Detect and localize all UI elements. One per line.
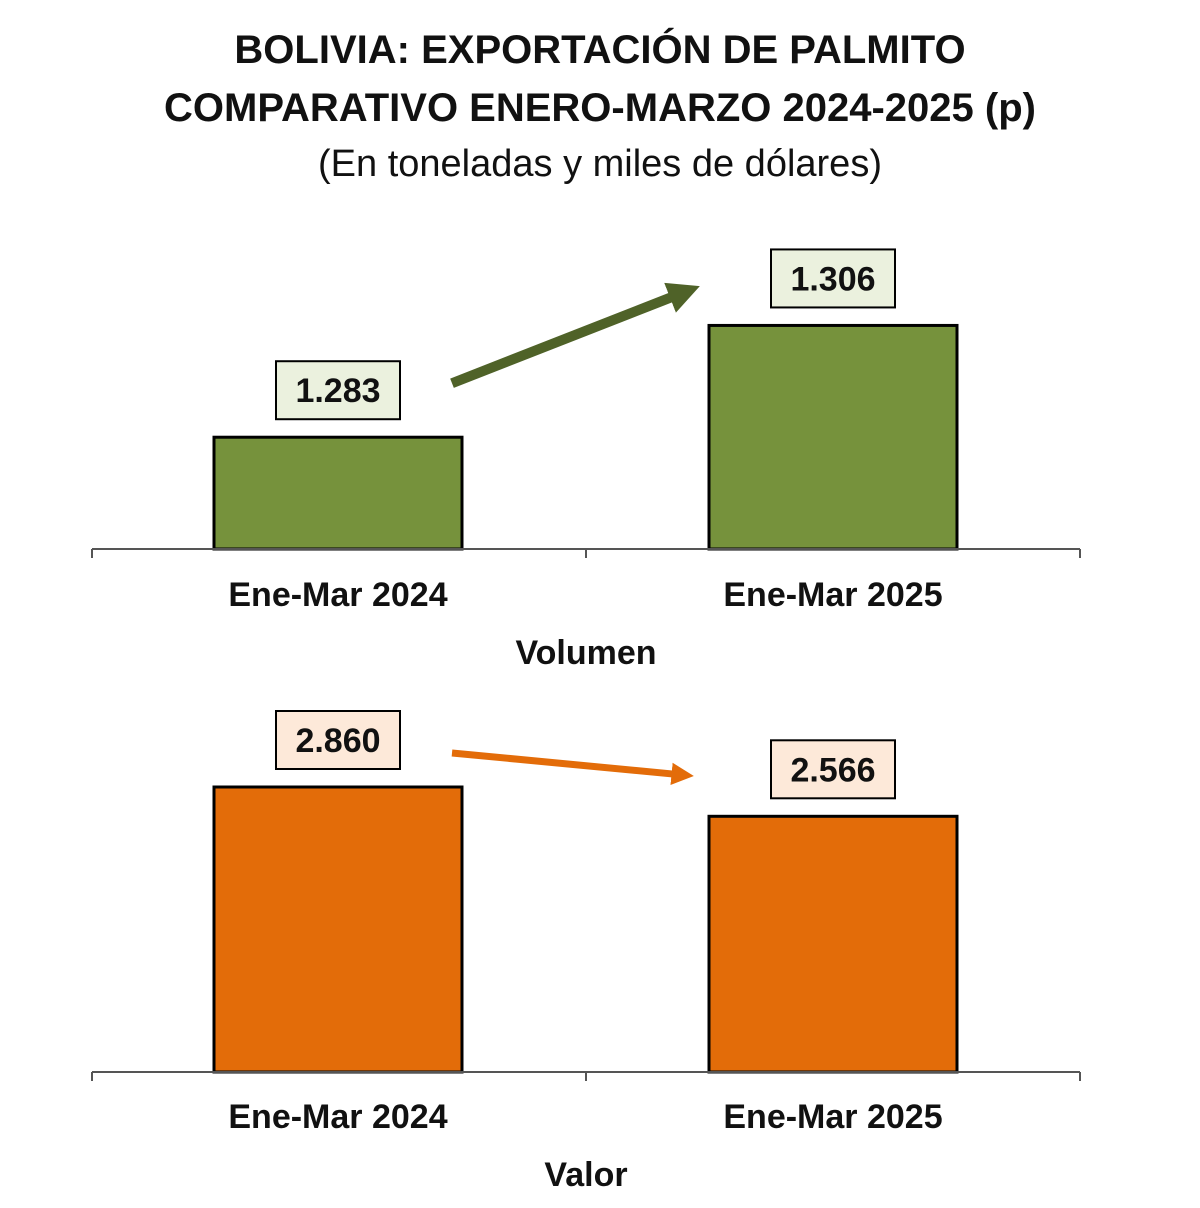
chart-2-category-label-2: Ene-Mar 2025 [723,1098,942,1136]
chart-1-data-label-box-1 [275,360,401,421]
chart-2-x-axis-title: Valor [544,1156,627,1194]
chart-1-bar-1 [212,435,464,551]
chart-2-category-label-1: Ene-Mar 2024 [228,1098,447,1136]
chart-1-trend-arrow [450,282,700,388]
chart-2-bar-1 [212,785,464,1074]
chart-2-trend-arrow [451,749,694,786]
chart-title-line-1: BOLIVIA: EXPORTACIÓN DE PALMITO [234,28,966,72]
chart-2-bar-2 [707,814,959,1074]
chart-title-line-2: COMPARATIVO ENERO-MARZO 2024-2025 (p) [164,86,1036,130]
chart-1-data-label-box-2 [770,248,896,309]
chart-2-data-label-1: 2.860 [295,722,380,760]
chart-1-category-label-1: Ene-Mar 2024 [228,576,447,614]
chart-1-x-axis-title: Volumen [515,634,656,672]
chart-2-data-label-box-1 [275,710,401,770]
chart-1-data-label-2: 1.306 [790,260,875,298]
chart-subtitle: (En toneladas y miles de dólares) [318,143,882,185]
chart-1-bar-2 [707,323,959,551]
chart-1-category-label-2: Ene-Mar 2025 [723,576,942,614]
chart-2-data-label-2: 2.566 [790,751,875,789]
chart-1-data-label-1: 1.283 [295,372,380,410]
chart-2-data-label-box-2 [770,739,896,800]
